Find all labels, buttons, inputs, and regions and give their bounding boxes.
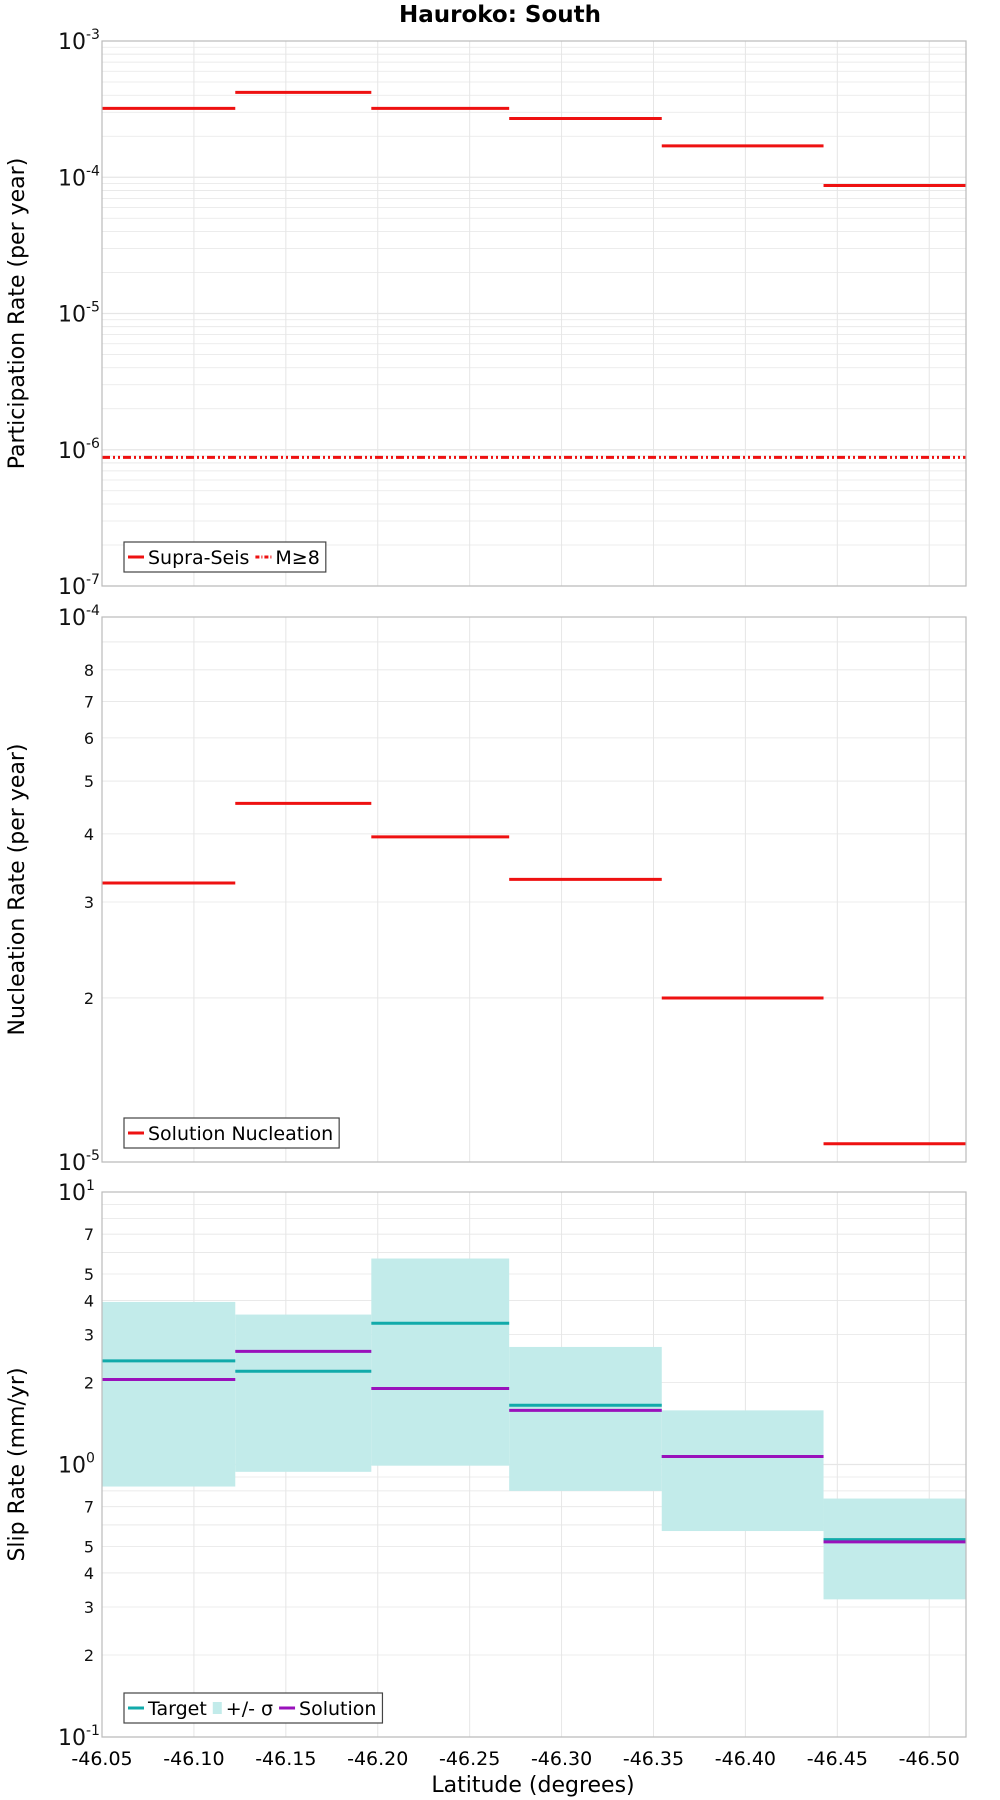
legend-entry: M≥8 <box>275 547 319 569</box>
legend: Supra-Seis M≥8 <box>123 541 327 573</box>
y-minor-tick-label: 3 <box>84 893 94 912</box>
y-axis-label: Slip Rate (mm/yr) <box>5 1367 30 1561</box>
legend: Solution Nucleation <box>123 1117 340 1149</box>
x-tick-label: -46.30 <box>531 1748 592 1770</box>
tick-exponent: -1 <box>86 1723 100 1739</box>
legend-entry: Solution Nucleation <box>148 1123 333 1145</box>
tick-base: 10 <box>58 30 86 55</box>
tick-base: 10 <box>58 1454 86 1479</box>
y-minor-tick-label: 2 <box>84 1646 94 1665</box>
y-major-tick-label: 100 <box>58 1451 95 1479</box>
y-major-tick-label: 10-4 <box>58 603 100 631</box>
tick-exponent: -3 <box>86 27 100 43</box>
legend-entry: Supra-Seis <box>148 547 249 569</box>
tick-base: 10 <box>58 575 86 600</box>
tick-exponent: -6 <box>86 436 100 452</box>
tick-exponent: 1 <box>86 1178 95 1194</box>
x-tick-label: -46.20 <box>347 1748 408 1770</box>
y-minor-tick-label: 3 <box>84 1598 94 1617</box>
sigma-band-segment <box>371 1258 510 1466</box>
y-major-tick-label: 101 <box>58 1178 95 1206</box>
y-minor-tick-label: 7 <box>84 1498 94 1517</box>
sigma-band-segment <box>102 1301 236 1487</box>
legend: Target +/- σ Solution <box>123 1692 384 1724</box>
y-minor-tick-label: 2 <box>84 1373 94 1392</box>
y-minor-tick-label: 2 <box>84 989 94 1008</box>
series-solution <box>102 1349 966 1544</box>
x-tick-label: -46.35 <box>623 1748 684 1770</box>
y-major-tick-label: 10-4 <box>58 163 100 191</box>
y-minor-tick-label: 5 <box>84 1538 94 1557</box>
x-tick-label: -46.15 <box>255 1748 316 1770</box>
plot-frame <box>101 1191 967 1738</box>
y-major-tick-label: 10-3 <box>58 27 100 55</box>
tick-exponent: -4 <box>86 603 100 619</box>
y-major-tick-label: 10-5 <box>58 1148 100 1176</box>
y-minor-tick-label: 7 <box>84 692 94 711</box>
legend-entry: Solution <box>299 1698 376 1720</box>
y-minor-tick-label: 4 <box>84 1291 94 1310</box>
legend-box <box>123 1117 340 1149</box>
y-minor-tick-label: 8 <box>84 661 94 680</box>
tick-base: 10 <box>58 1726 86 1751</box>
y-minor-tick-label: 3 <box>84 1325 94 1344</box>
grid-lines <box>101 41 966 587</box>
sigma-band-segment <box>235 1314 372 1472</box>
tick-base: 10 <box>58 606 86 631</box>
y-major-tick-label: 10-7 <box>58 572 100 600</box>
legend-box <box>123 1692 384 1724</box>
y-minor-tick-label: 7 <box>84 1225 94 1244</box>
x-axis-label: Latitude (degrees) <box>431 1773 634 1798</box>
tick-exponent: -7 <box>86 572 100 588</box>
tick-base: 10 <box>58 1151 86 1176</box>
plot-frame <box>101 616 967 1163</box>
y-minor-tick-label: 5 <box>84 1265 94 1284</box>
sigma-band-segment <box>823 1498 966 1600</box>
x-tick-labels: -46.05 -46.10 -46.15 -46.20 -46.25 -46.30 -46.… <box>71 1748 959 1770</box>
x-tick-label: -46.25 <box>439 1748 500 1770</box>
y-major-tick-label: 10-1 <box>58 1723 100 1751</box>
tick-exponent: -4 <box>86 163 100 179</box>
legend-box <box>123 541 327 573</box>
tick-exponent: 0 <box>86 1451 95 1467</box>
y-minor-tick-label: 6 <box>84 729 94 748</box>
x-tick-label: -46.40 <box>715 1748 776 1770</box>
x-tick-label: -46.10 <box>163 1748 224 1770</box>
legend-entry: Target <box>147 1698 207 1720</box>
tick-base: 10 <box>58 439 86 464</box>
x-tick-label: -46.50 <box>899 1748 960 1770</box>
y-major-tick-label: 10-5 <box>58 300 100 328</box>
tick-exponent: -5 <box>86 1148 100 1164</box>
series-supra-seis <box>102 90 966 187</box>
plot-frame <box>101 40 967 587</box>
tick-base: 10 <box>58 1181 86 1206</box>
sigma-band-segment <box>661 1410 824 1532</box>
y-minor-tick-label: 5 <box>84 772 94 791</box>
x-tick-label: -46.45 <box>807 1748 868 1770</box>
sigma-band-segment <box>509 1346 662 1491</box>
legend-entry: +/- σ <box>226 1698 273 1720</box>
tick-base: 10 <box>58 303 86 328</box>
series-solution-nucleation <box>102 801 966 1146</box>
tick-base: 10 <box>58 166 86 191</box>
legend-swatch-band <box>212 1702 222 1714</box>
band-0 <box>102 1258 966 1600</box>
y-axis-label: Participation Rate (per year) <box>5 158 30 470</box>
y-minor-tick-label: 4 <box>84 825 94 844</box>
x-tick-label: -46.05 <box>71 1748 132 1770</box>
tick-exponent: -5 <box>86 300 100 316</box>
y-major-tick-label: 10-6 <box>58 436 100 464</box>
grid-lines <box>101 617 966 1163</box>
y-minor-tick-label: 4 <box>84 1564 94 1583</box>
y-axis-label: Nucleation Rate (per year) <box>5 744 30 1036</box>
figure-title: Hauroko: South <box>399 2 601 28</box>
